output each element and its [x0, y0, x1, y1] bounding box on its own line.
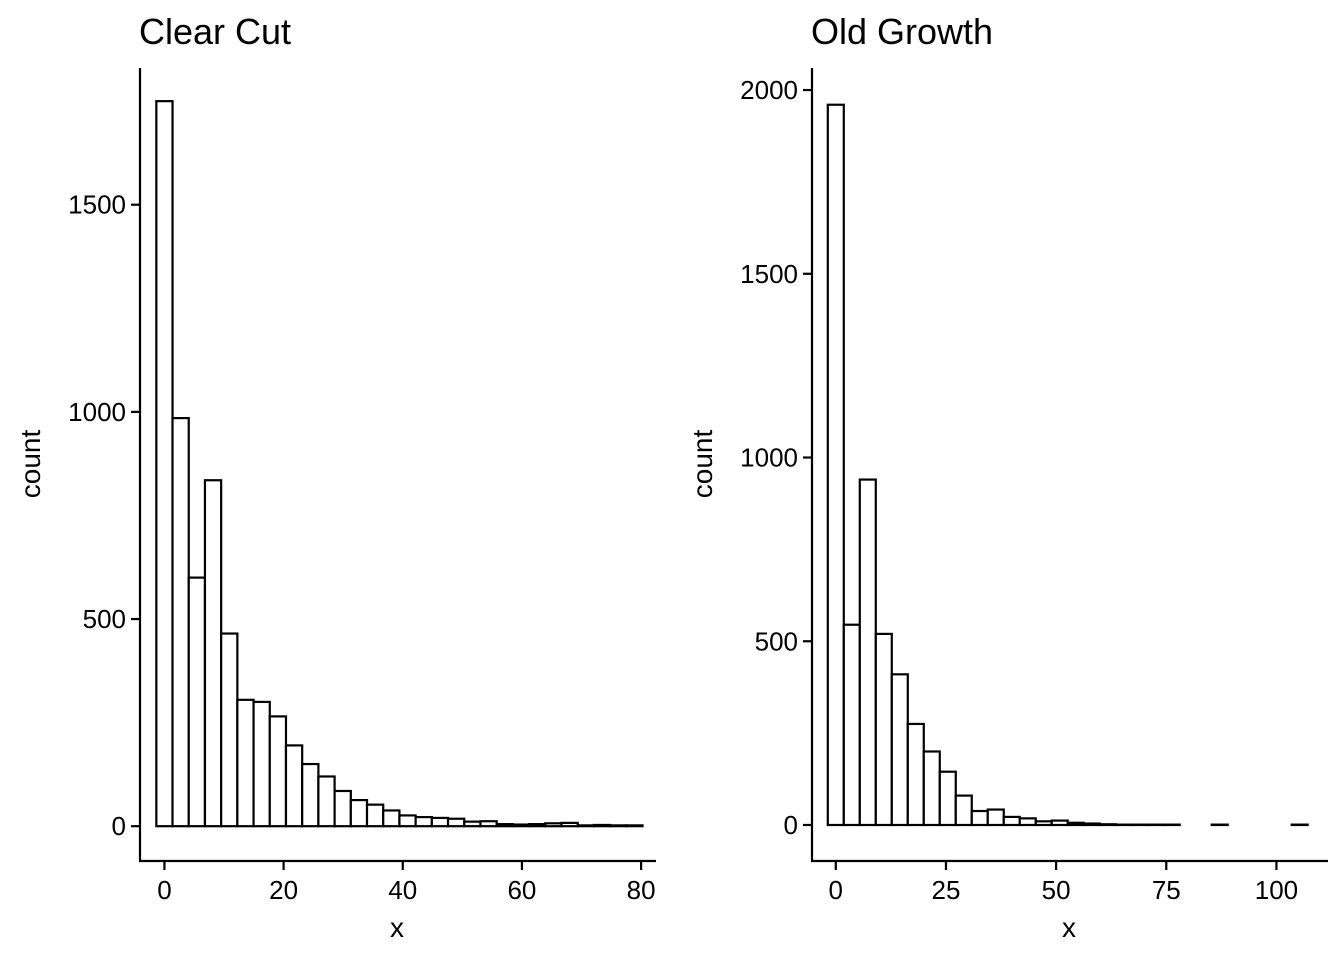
histogram-bar [495, 823, 514, 828]
x-axis-title: x [390, 912, 404, 943]
histogram-bar [625, 824, 644, 828]
histogram-bar [890, 673, 909, 827]
histogram-bar [511, 823, 531, 828]
x-tick-label: 100 [1255, 875, 1298, 905]
histogram-bar [382, 809, 401, 828]
histogram-bar [187, 576, 207, 828]
y-axis-title: count [687, 430, 718, 499]
histogram-bar [333, 789, 352, 828]
histogram-bar [236, 698, 255, 828]
histogram-bar [1066, 821, 1085, 827]
histogram-bar [284, 744, 304, 828]
histogram-bar [349, 798, 369, 828]
x-tick-label: 20 [269, 875, 298, 905]
histogram-bar [986, 808, 1005, 827]
histogram-bar [171, 416, 190, 828]
x-tick-label: 75 [1152, 875, 1181, 905]
histogram-bar [220, 632, 239, 828]
y-tick-label: 2000 [740, 75, 798, 105]
x-tick-label: 40 [388, 875, 417, 905]
histogram-bar [954, 794, 973, 827]
histogram-bar [430, 816, 450, 828]
histogram-bar [592, 823, 612, 828]
y-tick-label: 0 [112, 811, 126, 841]
histogram-bar [479, 820, 498, 828]
histogram-bar [906, 722, 925, 827]
histogram-bar [1018, 817, 1037, 827]
panel-old-growth: Old Growth x count 0 500 1000 1500 2000 0 25 50… [687, 11, 1328, 943]
histogram-bar [317, 775, 336, 828]
x-tick-label: 0 [157, 875, 171, 905]
y-tick-label: 1000 [68, 397, 126, 427]
histogram-bar [1002, 815, 1021, 827]
histogram-bar [398, 814, 417, 828]
histogram-bar [446, 817, 466, 828]
x-tick-label: 80 [627, 875, 656, 905]
histogram-bar [609, 824, 628, 828]
y-tick-label: 0 [784, 810, 798, 840]
histogram-bar [414, 815, 433, 828]
plot-area: 0 500 1000 1500 0 20 40 60 80 [68, 68, 656, 905]
histogram-bar [576, 824, 596, 828]
x-tick-label: 25 [931, 875, 960, 905]
histogram-bar [203, 479, 223, 828]
histogram-bar [938, 770, 957, 827]
y-tick-label: 1000 [740, 443, 798, 473]
histogram-bar [268, 715, 288, 828]
x-axis-title: x [1062, 912, 1076, 943]
histogram-bar [922, 750, 941, 827]
panel-clear-cut: Clear Cut x count 0 500 1000 1500 0 20 40 60 80 [15, 11, 656, 943]
histogram-bar [560, 821, 579, 828]
histogram-bar [1050, 819, 1069, 827]
panel-title: Old Growth [811, 11, 993, 52]
y-tick-label: 1500 [740, 259, 798, 289]
histogram-bar [544, 822, 563, 828]
x-tick-label: 0 [829, 875, 843, 905]
histogram-bar [463, 820, 482, 828]
histogram-bar [874, 632, 893, 827]
histogram-bar [1034, 820, 1053, 827]
panel-title: Clear Cut [139, 11, 291, 52]
histogram-bar [858, 478, 877, 827]
histogram-bar [365, 803, 385, 828]
y-tick-label: 500 [83, 604, 126, 634]
histogram-bar [301, 762, 320, 828]
histogram-bar [155, 100, 174, 828]
y-tick-label: 1500 [68, 190, 126, 220]
y-axis-title: count [15, 430, 46, 499]
x-tick-label: 50 [1042, 875, 1071, 905]
y-tick-label: 500 [755, 626, 798, 656]
histogram-bar [252, 700, 271, 828]
x-tick-label: 60 [507, 875, 536, 905]
histogram-bar [826, 103, 845, 827]
histogram-bar [527, 823, 547, 828]
histogram-bar [970, 809, 989, 827]
histogram-bar [1082, 822, 1101, 827]
histogram-bar [1098, 823, 1117, 827]
plot-area: 0 500 1000 1500 2000 0 25 50 75 100 [740, 68, 1328, 905]
histogram-bar [842, 623, 861, 827]
